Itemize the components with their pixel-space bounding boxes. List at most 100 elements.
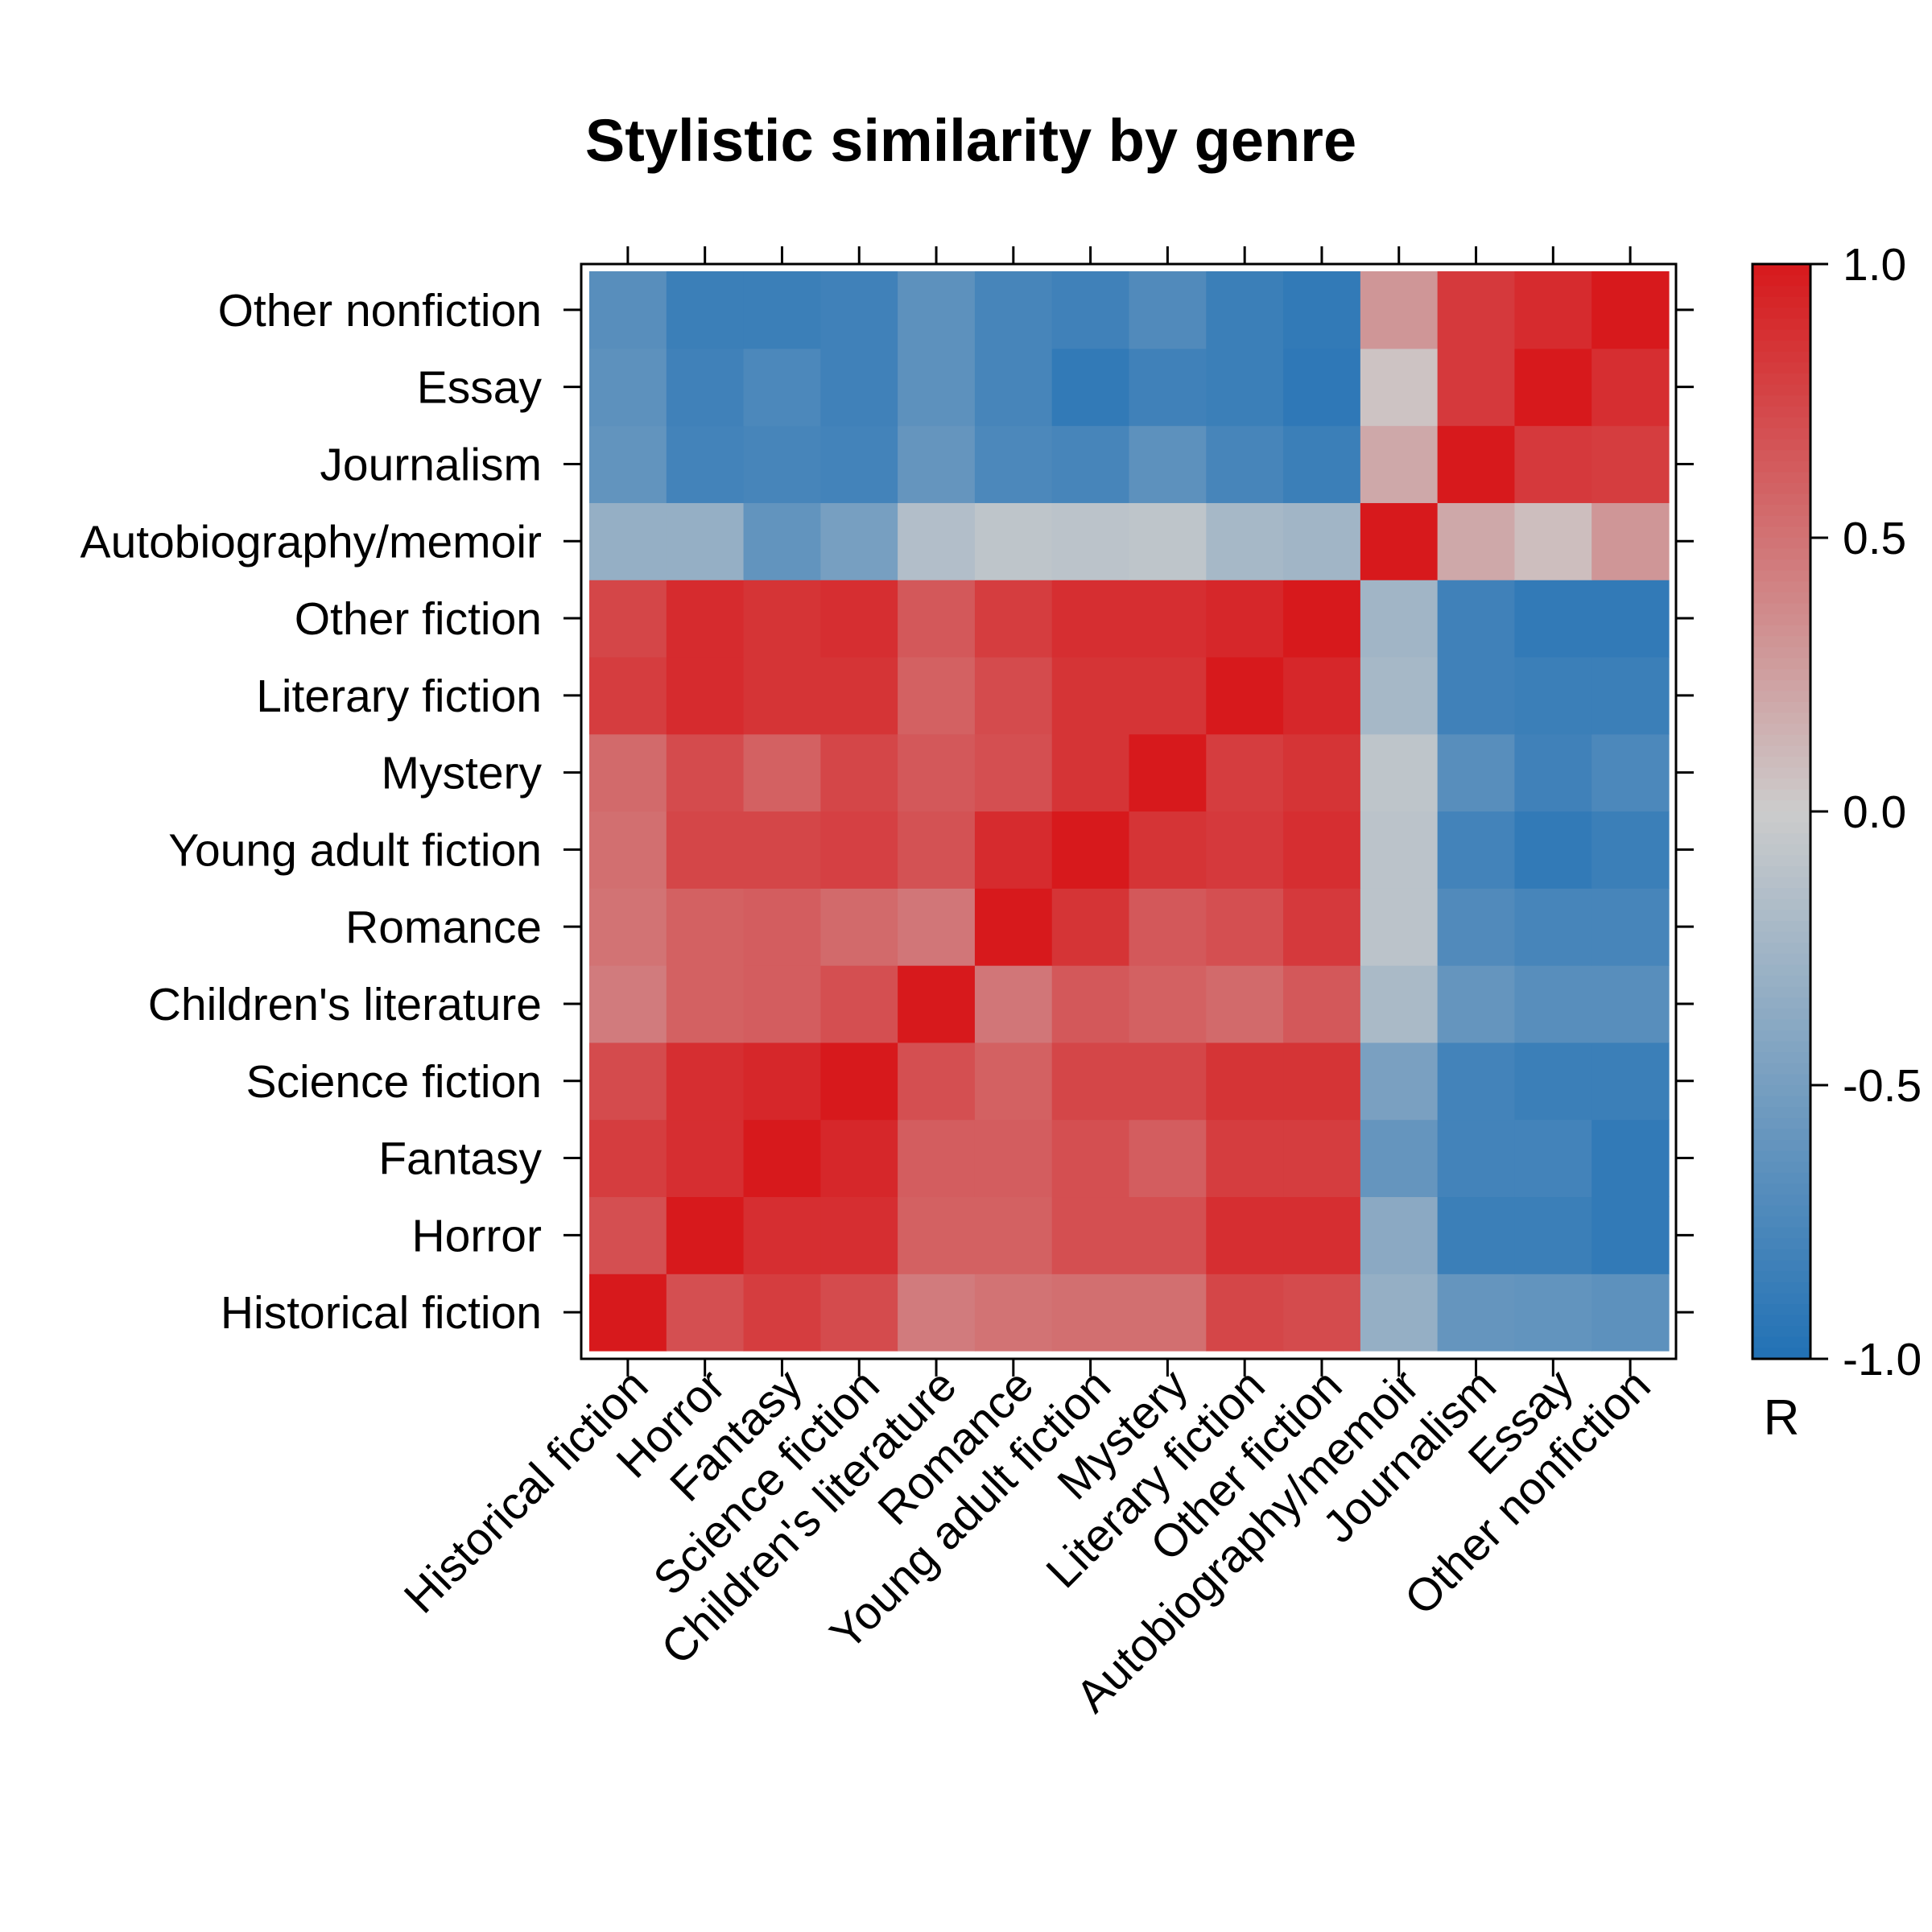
heatmap-cell <box>1051 733 1130 812</box>
colorbar-step <box>1752 515 1810 527</box>
heatmap-cell <box>1591 1042 1670 1121</box>
colorbar: -1.0 -0.5 0.0 0.5 1.0 R <box>1751 239 1922 1446</box>
heatmap-cell <box>589 965 667 1043</box>
heatmap-cell <box>666 580 745 658</box>
heatmap-cell <box>820 656 898 735</box>
heatmap-cell <box>1591 656 1670 735</box>
heatmap-cell <box>820 271 898 349</box>
heatmap-cell <box>1206 271 1284 349</box>
heatmap-cell <box>974 1119 1053 1198</box>
heatmap-cell <box>1437 1274 1516 1352</box>
colorbar-step <box>1752 275 1810 287</box>
heatmap-cell <box>1129 1196 1207 1274</box>
heatmap-cell <box>1360 1196 1439 1274</box>
colorbar-step <box>1752 1249 1810 1261</box>
heatmap-cell <box>1591 580 1670 658</box>
heatmap-cell <box>1129 580 1207 658</box>
colorbar-step <box>1752 1096 1810 1108</box>
heatmap-cell <box>1129 888 1207 966</box>
heatmap-cell <box>1591 733 1670 812</box>
chart-title: Stylistic similarity by genre <box>585 107 1356 174</box>
heatmap-cell <box>974 271 1053 349</box>
y-tick-label: Other nonfiction <box>218 285 542 336</box>
heatmap-cell <box>1591 965 1670 1043</box>
colorbar-step <box>1752 1107 1810 1119</box>
colorbar-step <box>1752 1162 1810 1174</box>
colorbar-step <box>1752 1183 1810 1195</box>
y-tick-label: Journalism <box>320 439 542 490</box>
heatmap-cell <box>1283 348 1361 427</box>
heatmap-cell <box>820 888 898 966</box>
heatmap-cell <box>1283 1042 1361 1121</box>
heatmap-cell <box>898 580 976 658</box>
colorbar-step <box>1752 811 1810 824</box>
colorbar-step <box>1752 833 1810 845</box>
heatmap-cell <box>1129 1119 1207 1198</box>
colorbar-step <box>1752 395 1810 407</box>
heatmap-cell <box>820 1196 898 1274</box>
heatmap-cell <box>1591 1119 1670 1198</box>
heatmap-cell <box>1129 733 1207 812</box>
colorbar-step <box>1752 877 1810 889</box>
heatmap-cell <box>1129 271 1207 349</box>
colorbar-step <box>1752 428 1810 440</box>
colorbar-step <box>1752 898 1810 910</box>
heatmap-cell <box>820 733 898 812</box>
heatmap-cell <box>666 1196 745 1274</box>
heatmap-cell <box>1129 811 1207 889</box>
heatmap-cell <box>820 502 898 580</box>
colorbar-step <box>1752 1074 1810 1086</box>
heatmap-cell <box>1360 1119 1439 1198</box>
heatmap-cell <box>589 425 667 503</box>
heatmap-cell <box>1129 348 1207 427</box>
colorbar-step <box>1752 483 1810 495</box>
colorbar-step <box>1752 953 1810 965</box>
heatmap-cell <box>1206 733 1284 812</box>
colorbar-step <box>1752 1227 1810 1239</box>
heatmap-cell <box>1514 965 1592 1043</box>
heatmap-cell <box>1206 1274 1284 1352</box>
heatmap-cell <box>743 348 821 427</box>
colorbar-step <box>1752 789 1810 801</box>
heatmap-cell <box>1591 1196 1670 1274</box>
colorbar-step <box>1752 1041 1810 1053</box>
heatmap-cell <box>1129 1274 1207 1352</box>
colorbar-step <box>1752 1304 1810 1316</box>
heatmap-cell <box>1206 888 1284 966</box>
colorbar-step <box>1752 712 1810 724</box>
colorbar-tick-label: -1.0 <box>1843 1334 1922 1385</box>
colorbar-step <box>1752 734 1810 746</box>
heatmap-cell <box>974 1196 1053 1274</box>
heatmap-cell <box>1514 1042 1592 1121</box>
x-tick-label: Historical fiction <box>394 1360 658 1623</box>
heatmap-cell <box>1206 1196 1284 1274</box>
heatmap-cell <box>743 733 821 812</box>
colorbar-step <box>1752 724 1810 736</box>
heatmap-cell <box>1051 965 1130 1043</box>
heatmap-cell <box>1283 733 1361 812</box>
colorbar-step <box>1752 1293 1810 1305</box>
heatmap-cell <box>1283 502 1361 580</box>
heatmap-cell <box>666 425 745 503</box>
colorbar-step <box>1752 1140 1810 1152</box>
colorbar-step <box>1752 866 1810 878</box>
heatmap-cell <box>589 811 667 889</box>
heatmap-cell <box>1360 425 1439 503</box>
colorbar-step <box>1752 1129 1810 1141</box>
colorbar-step <box>1752 822 1810 834</box>
heatmap-cell <box>898 1042 976 1121</box>
heatmap-cell <box>589 580 667 658</box>
colorbar-step <box>1752 1348 1810 1360</box>
heatmap-cell <box>820 811 898 889</box>
heatmap-cell <box>1514 271 1592 349</box>
heatmap-cell <box>589 502 667 580</box>
heatmap-cell <box>1206 348 1284 427</box>
colorbar-step <box>1752 636 1810 648</box>
heatmap-cell <box>1206 1042 1284 1121</box>
heatmap-cell <box>1129 656 1207 735</box>
colorbar-step <box>1752 658 1810 670</box>
heatmap-cell <box>820 425 898 503</box>
heatmap-cell <box>1437 811 1516 889</box>
heatmap-cell <box>743 1274 821 1352</box>
heatmap-cell <box>589 1042 667 1121</box>
